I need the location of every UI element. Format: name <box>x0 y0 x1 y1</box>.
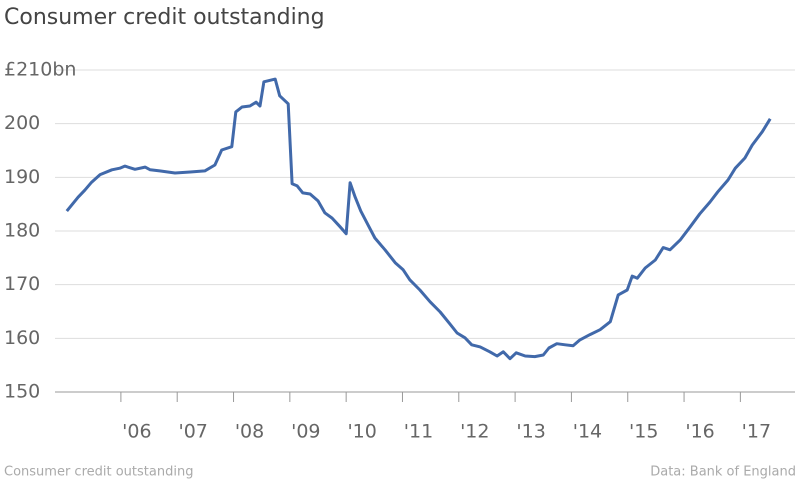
x-tick-label: '12 <box>460 421 489 443</box>
x-tick-label: '17 <box>742 421 771 443</box>
x-tick-label: '11 <box>404 421 433 443</box>
x-tick-label: '06 <box>122 421 151 443</box>
y-tick-label: 150 <box>4 381 40 403</box>
x-tick-label: '09 <box>291 421 320 443</box>
y-tick-label: 190 <box>4 166 40 188</box>
x-tick-label: '08 <box>235 421 264 443</box>
source: Data: Bank of England <box>650 465 796 480</box>
y-tick-label: 200 <box>4 112 40 134</box>
x-tick-label: '13 <box>516 421 545 443</box>
line <box>65 77 772 361</box>
x-tick-label: '07 <box>179 421 208 443</box>
y-tick-label: 170 <box>4 273 40 295</box>
x-tick-label: '10 <box>347 421 376 443</box>
y-tick-label: 180 <box>4 220 40 242</box>
x-tick-label: '15 <box>629 421 658 443</box>
y-tick-label: £210bn <box>4 59 76 81</box>
chart-title: Consumer credit outstanding <box>4 5 325 30</box>
y-tick-label: 160 <box>4 327 40 349</box>
caption: Consumer credit outstanding <box>4 465 193 480</box>
x-tick-label: '14 <box>573 421 602 443</box>
x-tick-label: '16 <box>685 421 714 443</box>
